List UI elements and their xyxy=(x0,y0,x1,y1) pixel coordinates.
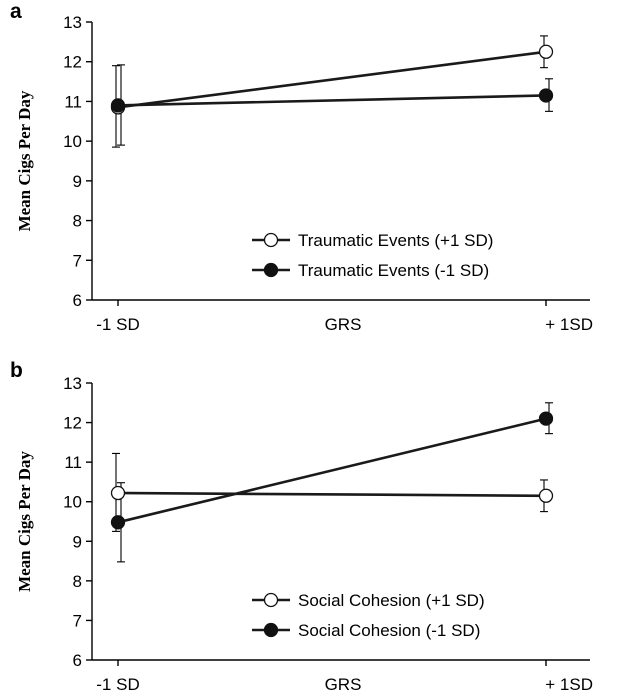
y-tick-label: 12 xyxy=(63,414,82,433)
x-axis-label: GRS xyxy=(325,315,362,334)
data-point xyxy=(110,515,126,530)
series-line-2 xyxy=(117,417,547,524)
legend-label: Social Cohesion (-1 SD) xyxy=(298,621,480,640)
y-tick-label: 12 xyxy=(63,53,82,72)
chart-panel-b: b 6 7 8 9 10 11 12 13 -1 SD + 1SD GRS Mean Cigs Per … xyxy=(10,359,593,692)
y-tick-label: 7 xyxy=(73,251,82,270)
panel-label: a xyxy=(10,0,22,23)
chart-panel-a: a 6 7 8 9 10 11 12 13 -1 SD + 1SD GRS Mean Cigs Per … xyxy=(10,0,593,334)
x-tick-label: + 1SD xyxy=(545,315,593,334)
series-line-1 xyxy=(117,491,547,498)
data-point xyxy=(110,485,126,501)
legend-label: Social Cohesion (+1 SD) xyxy=(298,591,485,610)
x-tick-label: + 1SD xyxy=(545,675,593,692)
legend-marker xyxy=(263,232,279,248)
y-tick-label: 11 xyxy=(64,453,82,472)
y-tick-label: 13 xyxy=(63,374,82,393)
y-tick-label: 8 xyxy=(73,212,82,231)
data-point xyxy=(538,44,554,59)
y-tick-label: 6 xyxy=(73,291,82,310)
y-tick-label: 7 xyxy=(73,611,82,630)
series-line-1 xyxy=(117,50,547,109)
legend-label: Traumatic Events (+1 SD) xyxy=(298,231,493,250)
legend-marker xyxy=(263,622,279,638)
y-tick-label: 10 xyxy=(63,132,82,151)
y-tick-label: 13 xyxy=(63,13,82,32)
y-tick-label: 11 xyxy=(64,92,82,111)
series-line-2 xyxy=(117,94,547,107)
legend-label: Traumatic Events (-1 SD) xyxy=(298,261,489,280)
y-tick-label: 9 xyxy=(73,532,82,551)
y-tick-label: 9 xyxy=(73,172,82,191)
data-point xyxy=(538,488,554,503)
panel-label: b xyxy=(10,359,23,382)
y-axis-label: Mean Cigs Per Day xyxy=(15,90,34,231)
x-axis-label: GRS xyxy=(325,675,362,692)
legend-marker xyxy=(263,262,279,278)
y-axis-label: Mean Cigs Per Day xyxy=(15,451,34,592)
y-tick-label: 10 xyxy=(63,493,82,512)
x-tick-label: -1 SD xyxy=(96,675,139,692)
data-point xyxy=(538,88,554,103)
y-tick-label: 8 xyxy=(73,572,82,591)
legend-marker xyxy=(263,592,279,608)
x-tick-label: -1 SD xyxy=(96,315,139,334)
data-point xyxy=(538,411,554,426)
data-point xyxy=(110,98,126,113)
y-tick-label: 6 xyxy=(73,651,82,670)
